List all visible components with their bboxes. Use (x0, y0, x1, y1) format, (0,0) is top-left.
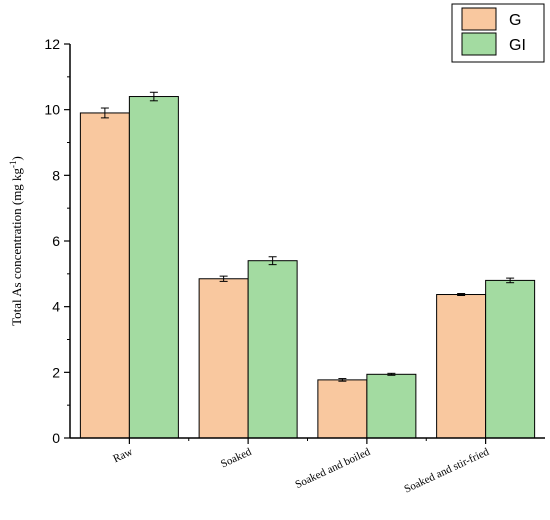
y-tick-label-10: 10 (44, 102, 60, 118)
y-tick-label-0: 0 (52, 430, 60, 446)
y-tick-label-4: 4 (52, 299, 60, 315)
bar-g-soaked-and-boiled (317, 379, 368, 439)
legend-swatch-g (461, 7, 497, 31)
legend-swatch-gi (461, 32, 497, 56)
y-tick-label-2: 2 (52, 364, 60, 380)
x-tick-label-raw: Raw (111, 446, 134, 465)
y-axis-title-end: ) (9, 156, 24, 160)
bar-g-raw (79, 112, 130, 439)
bar-gi-soaked-and-boiled (366, 373, 417, 439)
bar-gi-soaked-and-stir-fried (485, 279, 536, 439)
bar-gi-raw (128, 96, 179, 439)
x-ticks-layer: Raw Soaked Soaked and boiled Soaked and sti… (111, 438, 491, 496)
y-axis-title-superscript: -1 (8, 160, 18, 168)
x-tick-label-soaked-and-boiled: Soaked and boiled (293, 446, 372, 491)
y-tick-label-8: 8 (52, 167, 60, 183)
x-tick-label-soaked: Soaked (219, 446, 254, 471)
legend-label-gi: GI (509, 37, 526, 54)
y-tick-label-6: 6 (52, 233, 60, 249)
bars-layer (79, 96, 536, 439)
y-tick-label-12: 12 (44, 36, 60, 52)
y-axis-title: Total As concentration (mg kg-1) (8, 156, 24, 326)
y-ticks-layer: 0 2 4 6 8 10 12 (44, 36, 70, 446)
x-tick-label-soaked-and-stir-fried: Soaked and stir-fried (402, 446, 491, 496)
legend: G GI (451, 3, 545, 63)
bar-g-soaked (198, 278, 249, 439)
legend-label-g: G (509, 12, 521, 29)
bar-g-soaked-and-stir-fried (436, 294, 487, 439)
bar-gi-soaked (247, 260, 298, 439)
error-bars-layer (100, 91, 515, 382)
